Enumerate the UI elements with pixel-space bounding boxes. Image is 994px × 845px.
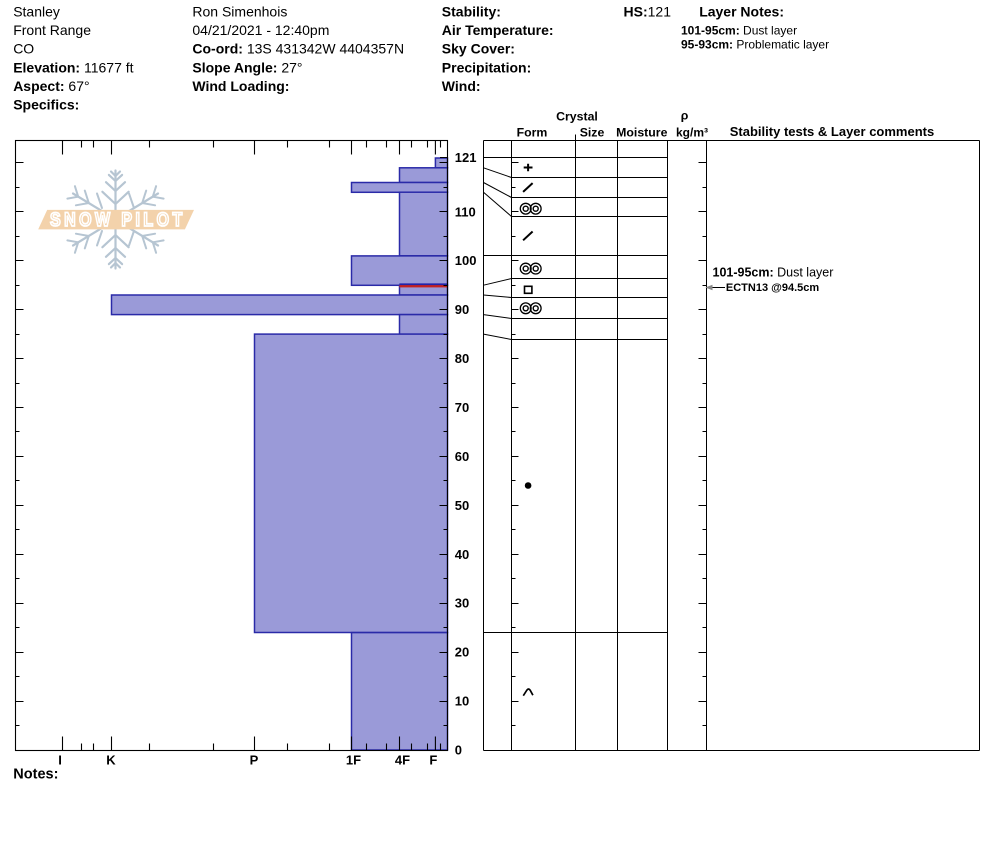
svg-text:95-93cm: Problematic layer: 95-93cm: Problematic layer [681, 37, 829, 51]
svg-text:kg/m³: kg/m³ [676, 125, 708, 139]
svg-text:Stanley: Stanley [13, 4, 60, 20]
svg-text:04/21/2021 - 12:40pm: 04/21/2021 - 12:40pm [192, 22, 329, 38]
svg-text:Moisture: Moisture [616, 125, 667, 139]
svg-text:0: 0 [455, 743, 462, 758]
svg-text:121: 121 [455, 150, 477, 165]
svg-text:Precipitation:: Precipitation: [442, 59, 531, 75]
svg-text:101-95cm: Dust layer: 101-95cm: Dust layer [713, 266, 834, 280]
svg-text:SNOW PILOT: SNOW PILOT [50, 209, 186, 231]
svg-text:F: F [429, 752, 437, 767]
svg-text:4F: 4F [395, 752, 410, 767]
svg-text:Crystal: Crystal [556, 110, 598, 124]
svg-text:Aspect: 67°: Aspect: 67° [13, 78, 89, 94]
svg-text:K: K [106, 752, 116, 767]
svg-text:HS:121: HS:121 [624, 4, 672, 20]
svg-text:ECTN13 @94.5cm: ECTN13 @94.5cm [726, 282, 819, 294]
svg-text:Stability tests & Layer commen: Stability tests & Layer comments [730, 124, 934, 139]
svg-text:Form: Form [517, 125, 548, 139]
svg-text:Slope Angle: 27°: Slope Angle: 27° [192, 59, 302, 75]
svg-text:Ron Simenhois: Ron Simenhois [192, 4, 287, 20]
svg-text:Sky Cover:: Sky Cover: [442, 41, 515, 57]
svg-text:I: I [58, 752, 62, 767]
svg-text:Specifics:: Specifics: [13, 97, 79, 113]
svg-text:101-95cm: Dust layer: 101-95cm: Dust layer [681, 24, 797, 38]
svg-text:Size: Size [580, 125, 605, 139]
svg-text:10: 10 [455, 694, 469, 709]
svg-text:Layer Notes:: Layer Notes: [699, 4, 784, 20]
svg-text:Elevation: 11677 ft: Elevation: 11677 ft [13, 59, 133, 75]
svg-text:Stability:: Stability: [442, 4, 501, 20]
svg-text:Co-ord: 13S 431342W 4404357N: Co-ord: 13S 431342W 4404357N [192, 41, 404, 57]
svg-text:110: 110 [455, 204, 476, 219]
svg-text:80: 80 [455, 351, 469, 366]
svg-text:Wind Loading:: Wind Loading: [192, 78, 289, 94]
svg-text:Air Temperature:: Air Temperature: [442, 22, 554, 38]
svg-text:30: 30 [455, 596, 469, 611]
svg-text:20: 20 [455, 645, 469, 660]
svg-text:P: P [250, 752, 259, 767]
svg-text:50: 50 [455, 498, 469, 513]
svg-text:100: 100 [455, 253, 477, 268]
svg-text:1F: 1F [346, 752, 361, 767]
svg-text:Wind:: Wind: [442, 78, 481, 94]
svg-text:Notes:: Notes: [13, 767, 58, 783]
svg-text:90: 90 [455, 302, 469, 317]
svg-text:40: 40 [455, 547, 469, 562]
svg-text:60: 60 [455, 449, 469, 464]
svg-text:ρ: ρ [681, 109, 689, 123]
svg-text:CO: CO [13, 41, 34, 57]
svg-text:Front Range: Front Range [13, 22, 91, 38]
svg-text:70: 70 [455, 400, 469, 415]
